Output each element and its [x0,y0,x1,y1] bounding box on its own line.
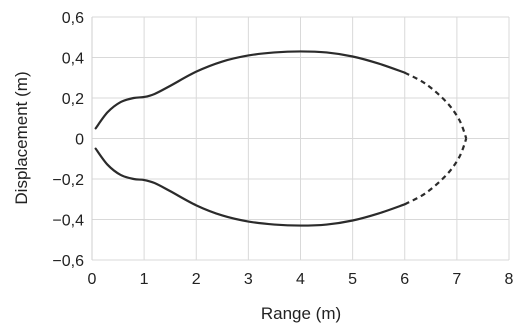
x-tick-label: 0 [88,271,97,288]
x-tick-label: 5 [348,271,357,288]
x-tick-label: 1 [140,271,149,288]
y-tick-label: 0,6 [62,10,84,27]
series-line-0-solid [94,50,406,130]
x-tick-label: 2 [192,271,201,288]
x-tick-labels: 0 1 2 3 4 5 6 7 8 [88,271,513,288]
y-tick-label: 0,2 [62,91,84,108]
series-line-2-solid [94,147,406,227]
y-tick-label: −0,4 [52,213,84,230]
series-layer [94,50,468,227]
y-tick-label: −0,6 [52,253,84,270]
x-tick-label: 4 [296,271,305,288]
y-axis-title: Displacement (m) [12,71,31,204]
grid [92,16,510,261]
x-tick-label: 7 [452,271,461,288]
x-tick-label: 6 [400,271,409,288]
y-tick-label: 0,4 [62,51,84,68]
y-tick-label: 0 [75,132,84,149]
y-tick-label: −0,2 [52,172,84,189]
x-tick-label: 3 [244,271,253,288]
x-axis-title: Range (m) [261,304,341,323]
x-tick-label: 8 [505,271,513,288]
y-tick-labels: 0,6 0,4 0,2 0 −0,2 −0,4 −0,6 [52,10,84,270]
